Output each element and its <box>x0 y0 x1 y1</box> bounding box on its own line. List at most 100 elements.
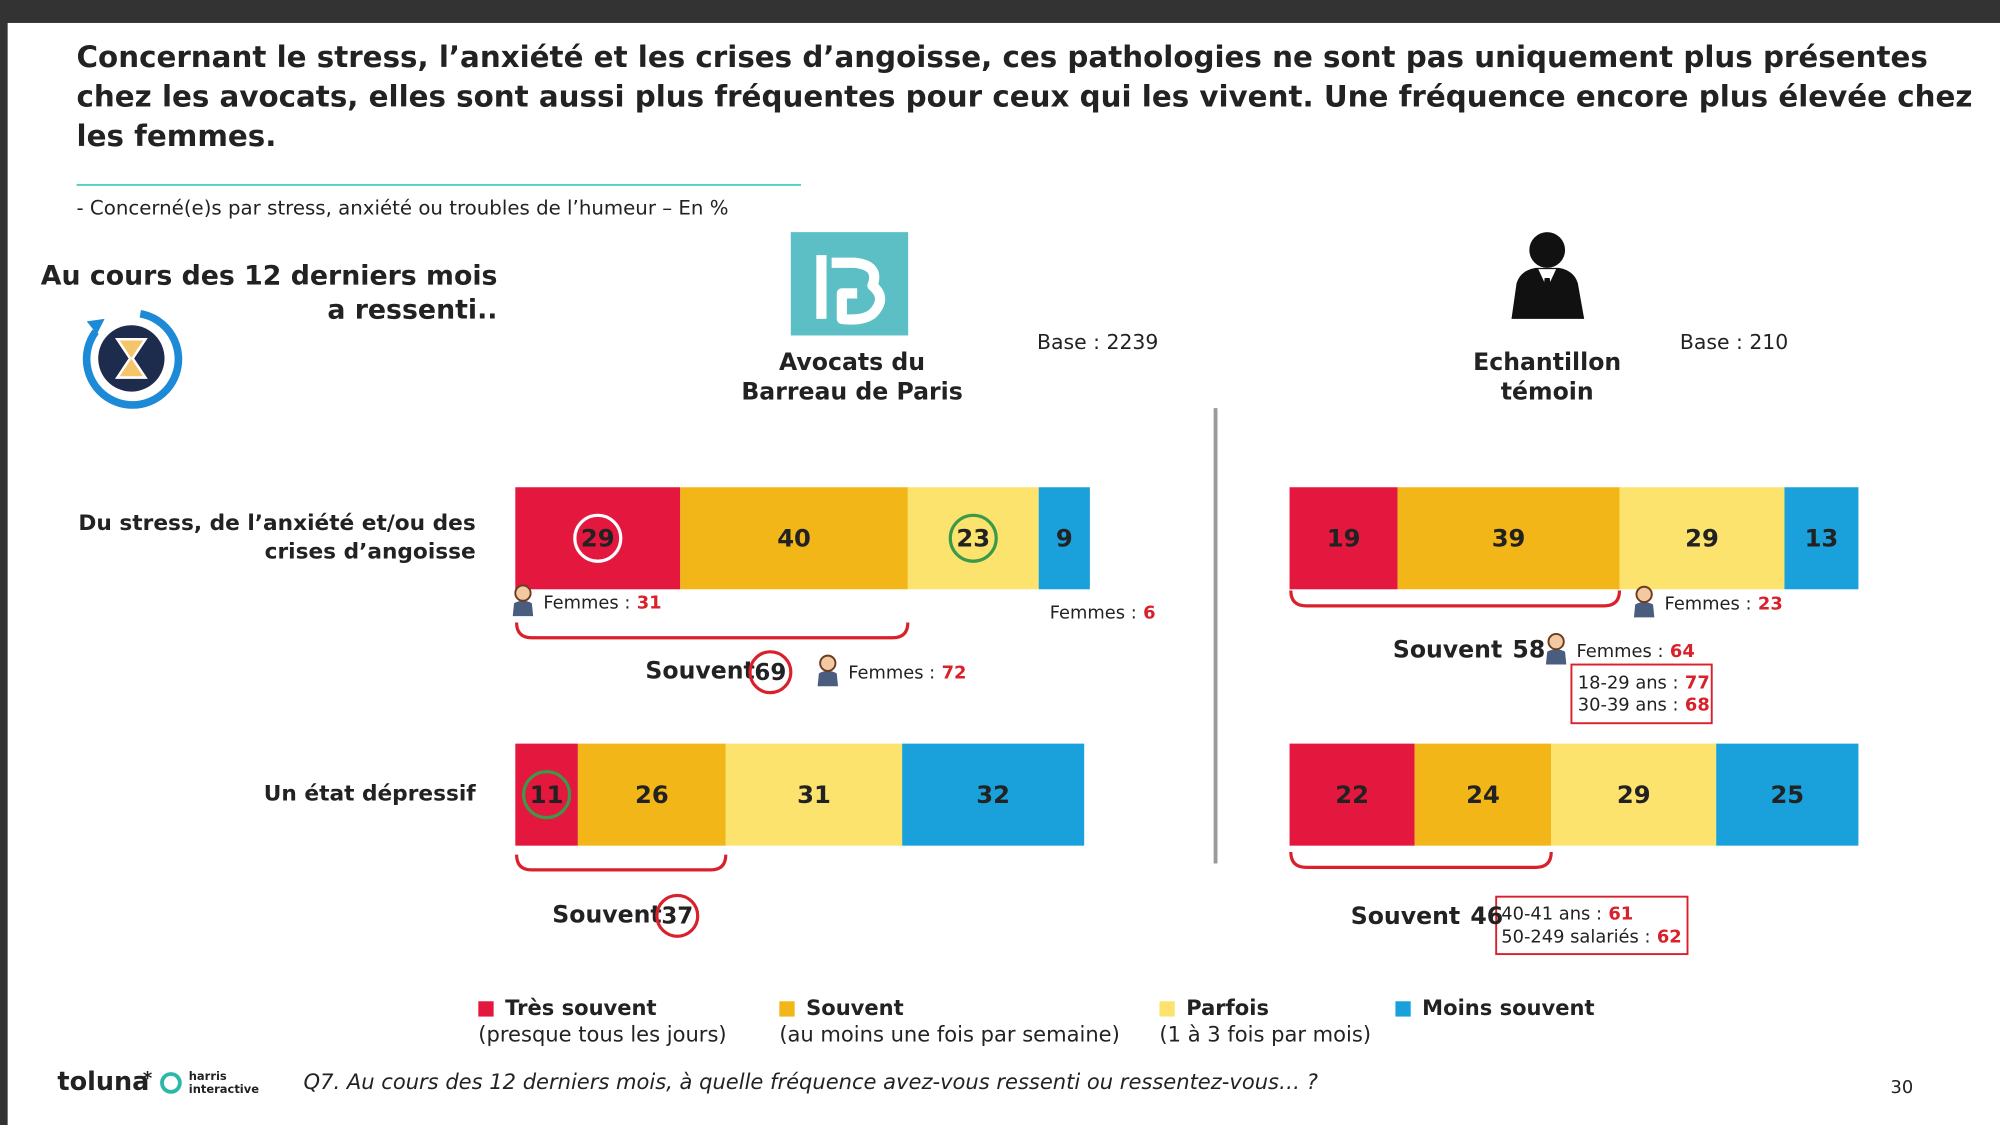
bar-segment <box>1784 487 1859 590</box>
icon-part <box>1547 632 1565 651</box>
value-label: 39 <box>1492 525 1526 553</box>
logo-star: * <box>143 1068 152 1089</box>
partner-text: harris <box>189 1069 227 1083</box>
note-value: 77 <box>1685 673 1710 694</box>
note-label: 40-41 ans : <box>1501 904 1602 925</box>
total-value: 46 <box>1470 902 1503 930</box>
note-label: Femmes : <box>848 662 935 683</box>
note-value: 6 <box>1143 603 1155 624</box>
value-label: 29 <box>581 525 615 553</box>
value-label: 40 <box>777 525 811 553</box>
bar-segment <box>725 743 903 846</box>
note-label: 50-249 salariés : <box>1501 927 1650 948</box>
panel-title: témoin <box>1501 377 1594 405</box>
subtitle: - Concerné(e)s par stress, anxiété ou tr… <box>77 197 729 220</box>
legend-name: Moins souvent <box>1422 995 1594 1020</box>
bracket <box>1289 590 1622 608</box>
value-label: 11 <box>530 781 564 809</box>
icon-part <box>817 670 839 687</box>
bar-segment <box>1397 487 1620 590</box>
legend-name: Très souvent <box>505 995 656 1020</box>
value-label: 29 <box>1685 525 1719 553</box>
note-box <box>1570 663 1713 725</box>
total-label: Souvent <box>1351 902 1460 930</box>
logo-text: toluna <box>57 1067 149 1097</box>
bar-segment <box>680 487 908 590</box>
note-value: 62 <box>1657 927 1682 948</box>
value-label: 32 <box>976 781 1010 809</box>
legend-swatch <box>478 1001 494 1017</box>
panel-title: Barreau de Paris <box>741 377 962 405</box>
note-value: 61 <box>1608 904 1633 925</box>
title-line: les femmes. <box>77 119 277 153</box>
note: Femmes : 6 <box>1050 603 1156 624</box>
bracket <box>514 854 728 872</box>
total-circle <box>655 893 700 938</box>
value-circle <box>522 770 572 820</box>
note-box <box>1495 895 1689 956</box>
note-label: Femmes : <box>1577 641 1664 662</box>
legend-note: (1 à 3 fois par mois) <box>1159 1022 1371 1047</box>
total-circle <box>748 650 793 695</box>
total-label: Souvent <box>1393 635 1502 663</box>
note-label: 18-29 ans : <box>1578 673 1679 694</box>
left-bar <box>0 0 8 1125</box>
period-line: a ressenti.. <box>327 295 497 326</box>
panel-base: Base : 2239 <box>1037 330 1158 354</box>
value-label: 24 <box>1466 781 1500 809</box>
total-label: Souvent <box>645 657 754 685</box>
bar-segment <box>1289 487 1398 590</box>
value-label: 19 <box>1327 525 1361 553</box>
woman-icon <box>817 654 839 687</box>
legend-swatch <box>1159 1001 1175 1017</box>
question: Q7. Au cours des 12 derniers mois, à que… <box>304 1069 1318 1094</box>
value-label: 31 <box>797 781 831 809</box>
legend-note: (presque tous les jours) <box>478 1022 726 1047</box>
note: 50-249 salariés : 62 <box>1501 927 1681 948</box>
value-label: 22 <box>1335 781 1369 809</box>
total: Souvent 58 <box>1393 635 1545 663</box>
page-number: 30 <box>1891 1077 1914 1098</box>
note-value: 31 <box>637 592 662 613</box>
legend-swatch <box>1395 1001 1411 1017</box>
bar-segment <box>1414 743 1552 846</box>
bar-segment <box>902 743 1085 846</box>
icon-part <box>819 654 837 672</box>
bar-segment <box>1619 487 1785 590</box>
panel-base: Base : 210 <box>1680 330 1788 354</box>
note-value: 68 <box>1685 694 1710 715</box>
total-value: 37 <box>661 904 693 930</box>
value-label: 26 <box>635 781 669 809</box>
note-value: 72 <box>942 662 967 683</box>
period-line: Au cours des 12 derniers mois <box>41 260 498 291</box>
legend-swatch <box>779 1001 795 1017</box>
woman-icon <box>512 584 534 617</box>
icon-part <box>1633 602 1655 618</box>
legend-note: (au moins une fois par semaine) <box>779 1022 1119 1047</box>
icon-part <box>514 584 532 602</box>
note: Femmes : 31 <box>543 592 661 613</box>
bracket <box>514 622 910 640</box>
note: Femmes : 64 <box>1577 641 1695 662</box>
bar-segment <box>1289 743 1415 846</box>
bracket <box>1289 851 1553 869</box>
bar-segment <box>1038 487 1090 590</box>
hourglass-icon <box>82 310 183 409</box>
total-value: 58 <box>1512 635 1545 663</box>
note: 30-39 ans : 68 <box>1578 694 1710 715</box>
note-label: Femmes : <box>543 592 630 613</box>
panel-title: Echantillon <box>1473 348 1621 376</box>
icon-part <box>1545 649 1567 665</box>
note-label: 30-39 ans : <box>1578 694 1679 715</box>
barreau-logo <box>790 232 909 336</box>
note: Femmes : 72 <box>848 662 966 683</box>
value-label: 9 <box>1056 525 1073 553</box>
note-value: 64 <box>1670 641 1695 662</box>
value-label: 29 <box>1617 781 1651 809</box>
note-value: 23 <box>1758 594 1783 615</box>
value-label: 23 <box>956 525 990 553</box>
total: Souvent 46 <box>1351 902 1503 930</box>
note: Femmes : 23 <box>1665 594 1783 615</box>
person-icon <box>1511 232 1585 319</box>
